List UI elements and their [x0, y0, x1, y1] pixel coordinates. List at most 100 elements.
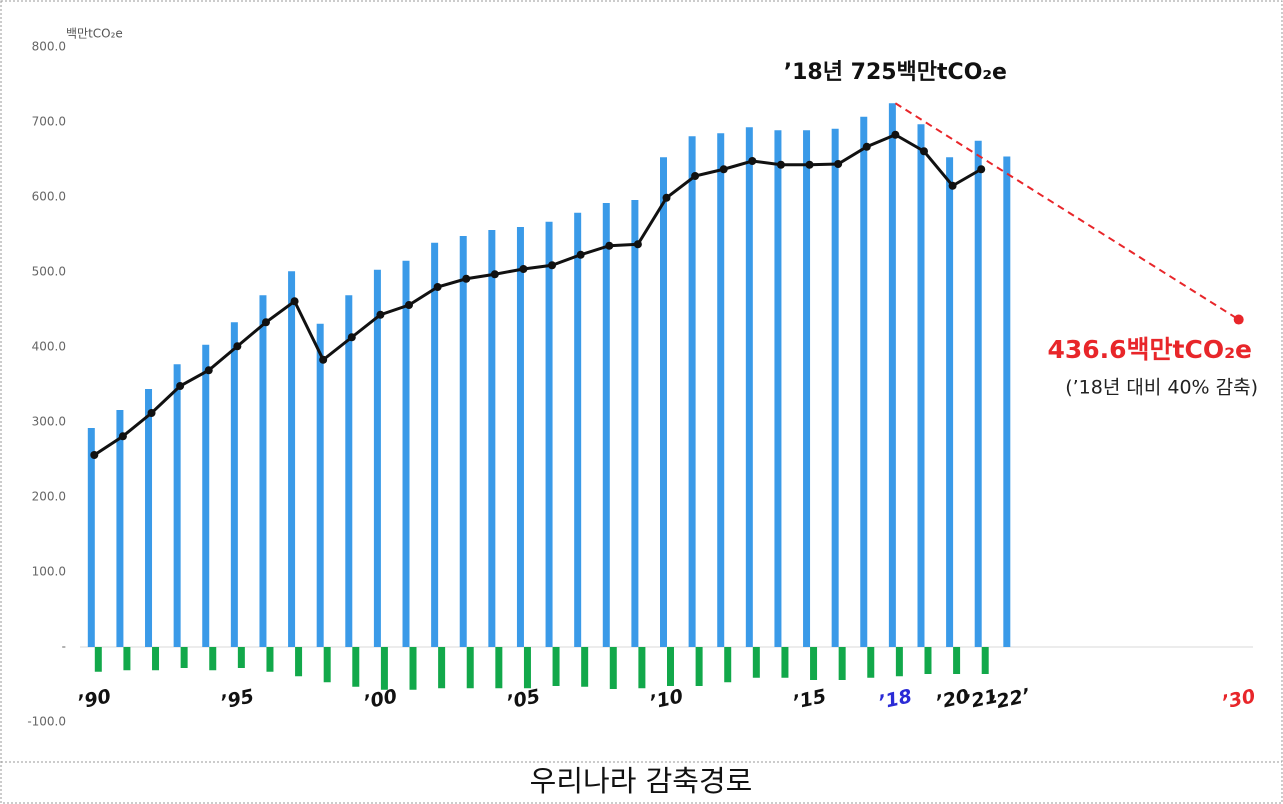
line-marker — [719, 165, 728, 174]
bar — [974, 140, 982, 647]
y-tick-label: 600.0 — [32, 190, 66, 204]
annotation: ’18년 725백만tCO₂e — [784, 60, 1007, 85]
bar — [660, 157, 667, 647]
bar — [466, 647, 474, 689]
bar — [209, 647, 217, 671]
x-tick-label: ’15 — [791, 685, 829, 714]
y-tick-label: 300.0 — [32, 415, 66, 429]
line — [93, 133, 982, 457]
line-marker — [90, 451, 99, 459]
bar — [316, 323, 324, 647]
x-tick-label: ’10 — [648, 685, 686, 714]
bar — [237, 647, 245, 668]
line-marker — [691, 172, 700, 180]
target-marker — [1233, 314, 1244, 325]
bar — [345, 295, 353, 647]
line-marker — [147, 409, 156, 417]
bar — [202, 344, 210, 647]
bar — [888, 103, 896, 647]
bar — [495, 647, 503, 689]
caption: 우리나라 감축경로 — [530, 764, 753, 798]
line-marker — [662, 193, 671, 202]
bar — [781, 647, 789, 678]
unit-label: 백만tCO₂e — [66, 27, 123, 41]
bar — [838, 647, 846, 680]
line-marker — [405, 301, 414, 309]
x-tick-label: ’30 — [1220, 685, 1258, 714]
line-marker — [776, 160, 785, 169]
bar — [409, 647, 417, 690]
bar — [895, 647, 903, 677]
bar — [1003, 156, 1011, 647]
bar — [380, 647, 388, 690]
bar — [459, 236, 467, 647]
line-marker — [862, 142, 871, 151]
bar — [581, 647, 589, 687]
bar — [431, 242, 439, 647]
bar — [667, 647, 674, 686]
bar — [323, 647, 331, 683]
bar — [924, 647, 932, 674]
target-line — [894, 102, 1240, 321]
line-marker — [490, 270, 499, 279]
y-tick-label: -100.0 — [27, 715, 66, 729]
x-tick-label: ’00 — [362, 685, 400, 714]
bar — [774, 130, 782, 647]
bar — [917, 124, 925, 647]
y-tick-label: - — [62, 640, 66, 654]
bar — [145, 389, 153, 647]
annotation: (’18년 대비 40% 감축) — [1065, 377, 1258, 399]
y-tick-label: 100.0 — [32, 565, 66, 579]
line-marker — [519, 265, 528, 273]
bar — [116, 410, 124, 647]
x-tick-label: ’90 — [75, 685, 113, 714]
bar — [230, 322, 238, 647]
bar — [516, 227, 524, 647]
line-marker — [805, 160, 814, 169]
bar — [87, 428, 95, 647]
line-marker — [176, 382, 185, 390]
bar — [831, 128, 839, 647]
bar — [545, 221, 553, 647]
bar — [352, 647, 360, 687]
bar — [803, 130, 811, 647]
bar — [173, 364, 181, 647]
bar — [288, 271, 296, 647]
bar — [609, 647, 617, 689]
line-marker — [319, 355, 328, 364]
line-marker — [347, 333, 356, 342]
bar — [688, 136, 696, 647]
bar — [574, 212, 582, 647]
bar — [867, 647, 875, 678]
bar — [981, 647, 989, 674]
y-tick-label: 500.0 — [32, 265, 66, 279]
line-marker — [204, 366, 213, 375]
bar — [373, 269, 381, 647]
line-marker — [462, 274, 471, 283]
line-marker — [233, 342, 242, 351]
line-marker — [948, 181, 957, 190]
line-marker — [376, 310, 385, 319]
x-tick-label: ’18 — [877, 685, 915, 714]
y-tick-label: 800.0 — [32, 40, 66, 54]
bar — [946, 157, 954, 647]
bar — [259, 295, 267, 647]
line-marker — [261, 318, 270, 327]
line-marker — [748, 157, 757, 165]
line-marker — [118, 432, 127, 441]
bar — [123, 647, 131, 671]
x-tick-label: ’05 — [505, 685, 543, 714]
bar — [860, 116, 868, 647]
bar — [695, 647, 703, 686]
bar — [94, 647, 102, 672]
line-marker — [834, 160, 843, 168]
line-marker — [576, 250, 585, 259]
bar — [631, 200, 639, 647]
x-tick-label: ’95 — [218, 685, 256, 714]
bar — [638, 647, 646, 689]
line-marker — [919, 147, 928, 156]
bar — [438, 647, 446, 689]
y-tick-label: 400.0 — [32, 340, 66, 354]
